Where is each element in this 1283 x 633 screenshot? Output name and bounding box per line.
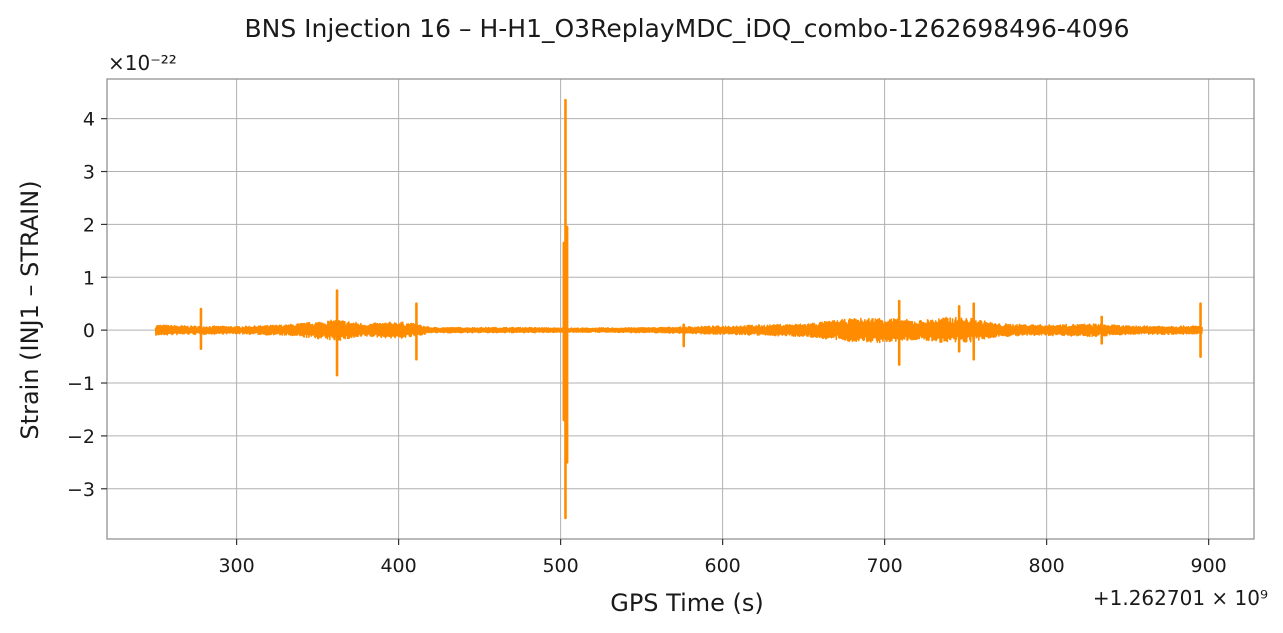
- y-tick-label: 4: [83, 109, 95, 131]
- y-tick-label: −3: [67, 479, 95, 501]
- x-tick-label: 500: [542, 555, 578, 577]
- y-tick-label: 0: [83, 320, 95, 342]
- x-tick-label: 700: [866, 555, 902, 577]
- chart-title: BNS Injection 16 – H-H1_O3ReplayMDC_iDQ_…: [244, 14, 1129, 43]
- y-axis-label: Strain (INJ1 – STRAIN): [16, 180, 44, 439]
- plot-frame: [106, 78, 1255, 540]
- grid-lines: [107, 79, 1254, 539]
- y-tick-label: 2: [83, 214, 95, 236]
- strain-series-trace: [154, 98, 1203, 520]
- axis-ticks: 300 400 500 600 700 800 900 −3 −2 −1 0 1 2 3 4: [67, 109, 1227, 577]
- y-tick-label: −1: [67, 373, 95, 395]
- y-tick-label: 1: [83, 267, 95, 289]
- x-tick-label: 600: [704, 555, 740, 577]
- x-tick-label: 900: [1191, 555, 1227, 577]
- y-tick-label: −2: [67, 426, 95, 448]
- x-tick-label: 400: [380, 555, 416, 577]
- y-scale-label: ×10⁻²²: [108, 51, 177, 75]
- x-tick-label: 800: [1029, 555, 1065, 577]
- strain-noise-trace: [154, 316, 1203, 344]
- x-tick-label: 300: [218, 555, 254, 577]
- y-tick-label: 3: [83, 162, 95, 184]
- x-axis-label: GPS Time (s): [610, 589, 764, 617]
- x-offset-label: +1.262701 × 10⁹: [1093, 586, 1268, 610]
